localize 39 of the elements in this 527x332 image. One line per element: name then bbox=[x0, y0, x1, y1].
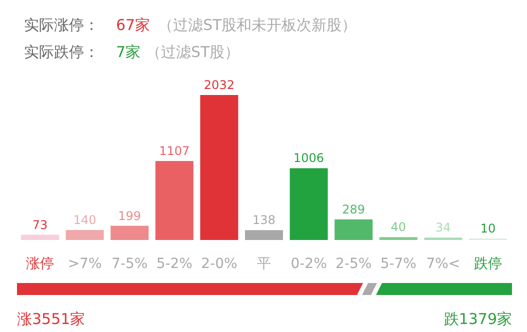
bar bbox=[21, 234, 59, 240]
bar bbox=[200, 95, 238, 240]
text: （过滤ST股和未开板次新股） bbox=[158, 16, 357, 34]
bar bbox=[379, 237, 418, 240]
data-label: 34 bbox=[436, 220, 451, 235]
bar bbox=[290, 168, 328, 240]
text: 7家 bbox=[116, 43, 141, 61]
data-label: 138 bbox=[252, 213, 276, 228]
x-tick-label: 5-2% bbox=[156, 256, 192, 272]
x-tick-label: 涨停 bbox=[26, 256, 54, 272]
data-label: 40 bbox=[390, 220, 406, 234]
bar bbox=[66, 230, 104, 240]
text: 实际涨停： bbox=[24, 16, 99, 34]
text: 涨3551家 bbox=[17, 310, 86, 328]
bar bbox=[155, 161, 194, 240]
x-tick-label: 5-7% bbox=[380, 256, 416, 272]
text: 跌1379家 bbox=[444, 310, 512, 328]
x-tick-label: 2-5% bbox=[336, 256, 372, 272]
text: 67家 bbox=[116, 16, 150, 34]
data-label: 289 bbox=[342, 202, 366, 216]
data-label: 1006 bbox=[294, 151, 324, 166]
x-tick-label: 0-2% bbox=[290, 256, 327, 272]
data-label: 73 bbox=[32, 218, 48, 232]
x-tick-label: 2-0% bbox=[201, 256, 238, 272]
data-label: 140 bbox=[73, 213, 96, 228]
data-label: 1107 bbox=[159, 144, 190, 158]
x-tick-label: 7%< bbox=[426, 256, 460, 272]
x-tick-label: >7% bbox=[68, 256, 102, 272]
data-label: 2032 bbox=[204, 78, 234, 92]
bar bbox=[110, 226, 149, 240]
text: （过滤ST股） bbox=[146, 43, 240, 61]
data-label: 199 bbox=[118, 208, 142, 223]
bar bbox=[245, 230, 283, 240]
x-tick-label: 平 bbox=[257, 256, 271, 272]
bar bbox=[334, 219, 373, 240]
x-tick-label: 7-5% bbox=[112, 256, 148, 272]
data-label: 10 bbox=[480, 222, 496, 236]
text: 实际跌停： bbox=[24, 43, 99, 61]
x-tick-label: 跌停 bbox=[474, 256, 502, 272]
